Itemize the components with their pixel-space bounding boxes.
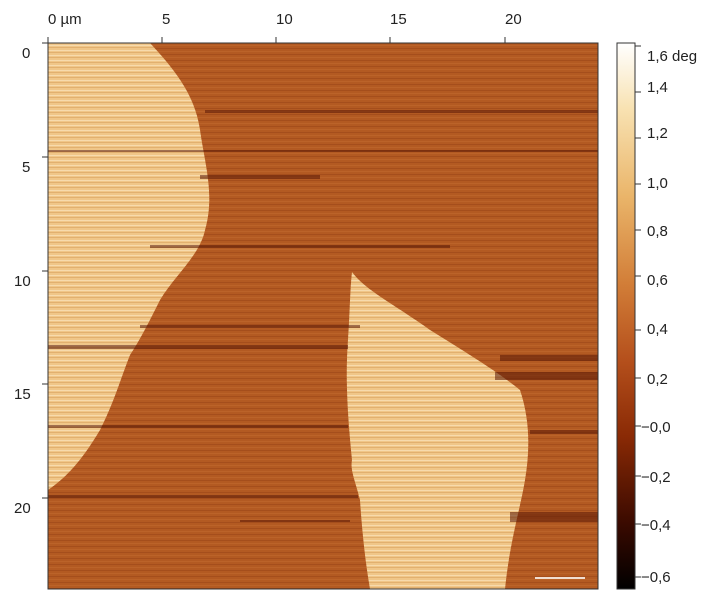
y-tick-10: 10: [14, 273, 31, 290]
colorbar-label-11: −0,6: [641, 569, 671, 586]
colorbar-label-1: 1,4: [647, 79, 668, 96]
colorbar-label-10: −0,4: [641, 517, 671, 534]
colorbar-label-3: 1,0: [647, 175, 668, 192]
y-tick-20: 20: [14, 500, 31, 517]
phase-image: [48, 43, 598, 589]
colorbar-label-7: 0,2: [647, 371, 668, 388]
x-tick-15: 15: [390, 11, 407, 28]
y-tick-5: 5: [22, 159, 30, 176]
scan-artifacts: [48, 110, 598, 522]
colorbar-label-6: 0,4: [647, 321, 668, 338]
colorbar-label-8: −0,0: [641, 419, 671, 436]
colorbar-ticks: [635, 45, 641, 578]
x-axis: [47, 37, 506, 43]
y-tick-15: 15: [14, 386, 31, 403]
y-tick-0: 0: [22, 45, 30, 62]
scale-mark: [535, 577, 585, 579]
x-tick-20: 20: [505, 11, 522, 28]
colorbar-label-9: −0,2: [641, 469, 671, 486]
colorbar-label-0: 1,6 deg: [647, 48, 697, 65]
y-axis: [42, 42, 48, 499]
colorbar-label-2: 1,2: [647, 125, 668, 142]
colorbar-label-4: 0,8: [647, 223, 668, 240]
x-tick-0: 0 µm: [48, 11, 82, 28]
x-tick-5: 5: [162, 11, 170, 28]
colorbar: [616, 42, 636, 590]
x-tick-10: 10: [276, 11, 293, 28]
colorbar-label-5: 0,6: [647, 272, 668, 289]
